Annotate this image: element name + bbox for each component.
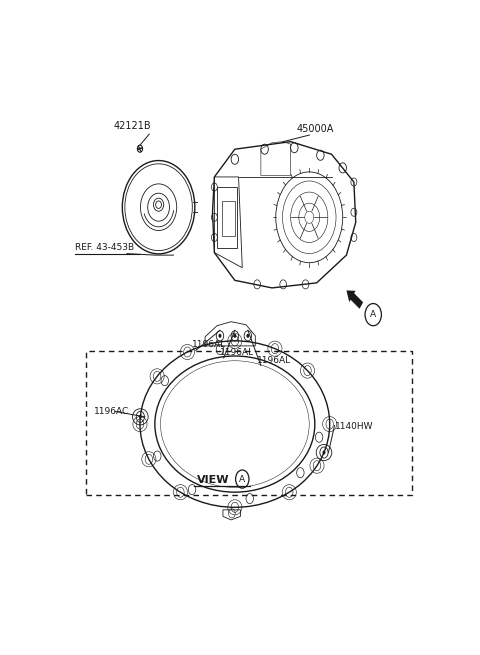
Text: 1196AL: 1196AL: [220, 348, 254, 357]
Text: A: A: [239, 475, 245, 483]
Text: 1140HW: 1140HW: [335, 422, 374, 431]
Circle shape: [233, 334, 236, 338]
Circle shape: [246, 334, 249, 338]
Circle shape: [323, 451, 325, 455]
Text: 42121B: 42121B: [114, 121, 151, 130]
Circle shape: [139, 415, 142, 419]
Circle shape: [218, 334, 221, 338]
Text: VIEW: VIEW: [197, 475, 229, 485]
Text: A: A: [370, 310, 376, 319]
Text: 1196AL: 1196AL: [257, 356, 291, 365]
Text: 45000A: 45000A: [296, 124, 334, 134]
Text: 1196AC: 1196AC: [94, 407, 129, 416]
Text: REF. 43-453B: REF. 43-453B: [75, 243, 134, 252]
Text: 1196AL: 1196AL: [192, 341, 226, 349]
FancyArrow shape: [347, 290, 363, 309]
